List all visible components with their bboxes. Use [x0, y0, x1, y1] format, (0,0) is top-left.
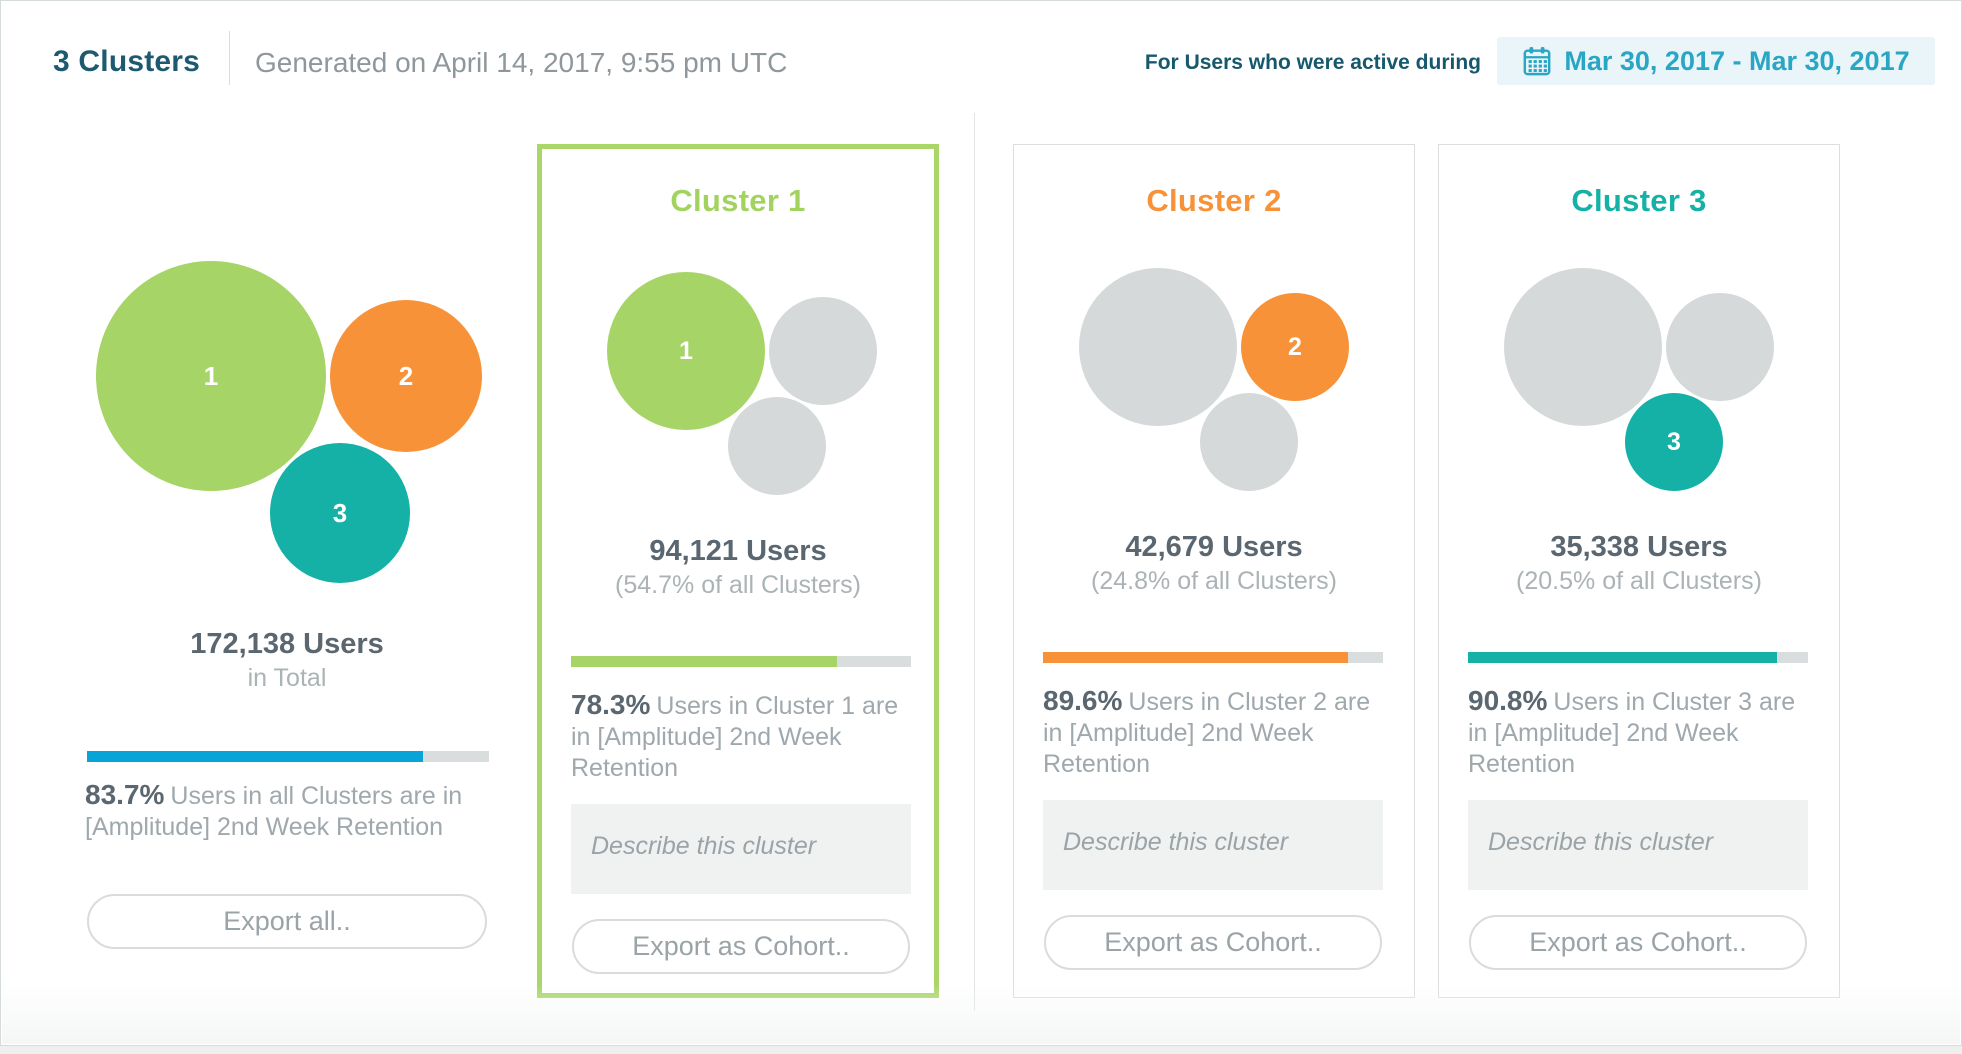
summary-bubble-cluster-2[interactable]: 2: [330, 300, 482, 452]
cluster-3-users-count: 35,338 Users: [1550, 531, 1728, 563]
cluster-1-highlight-bubble: 1: [607, 272, 765, 430]
cluster-3-retention-text: Users in Cluster 3 are in [Amplitude] 2n…: [1468, 688, 1796, 778]
cluster-1-retention-text: Users in Cluster 1 are in [Amplitude] 2n…: [571, 692, 899, 782]
cluster-3-describe-input[interactable]: [1468, 800, 1808, 890]
cluster-1-retention-bar-fill: [571, 656, 838, 667]
cluster-1-share: (54.7% of all Clusters): [615, 571, 861, 599]
cluster-2-describe-input[interactable]: [1043, 800, 1383, 890]
header-divider: [229, 31, 230, 85]
bubble-label: 1: [203, 360, 219, 391]
cluster-3-gray-bubble: [728, 397, 826, 495]
summary-retention-bar: [87, 751, 489, 762]
cluster-1-title: Cluster 1: [670, 183, 806, 218]
cluster-3-gray-bubble: [1200, 393, 1298, 491]
cluster-2-retention-bar: [1043, 652, 1383, 663]
cluster-card-1[interactable]: Cluster 1 1 94,121 Users (54.7% of all C…: [537, 144, 939, 998]
cluster-2-retention-percent: 89.6%: [1043, 685, 1123, 716]
cluster-3-retention-percent: 90.8%: [1468, 685, 1548, 716]
active-during-label: For Users who were active during: [1144, 51, 1481, 74]
cluster-1-gray-bubble: [1504, 268, 1662, 426]
bubble-label: 2: [398, 360, 414, 391]
cluster-1-retention-note: 78.3% Users in Cluster 1 are in [Amplitud…: [571, 689, 921, 784]
cluster-3-export-cohort-button[interactable]: Export as Cohort..: [1469, 915, 1807, 970]
cluster-2-gray-bubble: [769, 297, 877, 405]
cluster-3-retention-bar: [1468, 652, 1808, 663]
bubble-label: 3: [332, 497, 348, 528]
calendar-icon: [1523, 46, 1551, 76]
summary-retention-note: 83.7% Users in all Clusters are in [Ampli…: [85, 779, 505, 843]
cluster-1-describe-input[interactable]: [571, 804, 911, 894]
cluster-1-users-count: 94,121 Users: [649, 535, 827, 567]
cluster-3-highlight-bubble: 3: [1625, 393, 1723, 491]
date-range-value: Mar 30, 2017 - Mar 30, 2017: [1564, 45, 1910, 76]
cluster-card-3[interactable]: Cluster 3 3 35,338 Users (20.5% of all C…: [1438, 144, 1840, 998]
bubble-label: 2: [1288, 332, 1302, 361]
page-title: 3 Clusters: [53, 45, 201, 78]
bubble-label: 3: [1667, 427, 1681, 456]
export-all-button[interactable]: Export all..: [87, 894, 487, 949]
summary-bubble-cluster-1[interactable]: 1: [96, 261, 326, 491]
summary-retention-text: Users in all Clusters are in [Amplitude]…: [85, 782, 463, 841]
column-divider: [974, 113, 975, 1011]
cluster-3-share: (20.5% of all Clusters): [1516, 567, 1762, 595]
cluster-1-gray-bubble: [1079, 268, 1237, 426]
summary-retention-percent: 83.7%: [85, 779, 165, 810]
cluster-1-export-cohort-button[interactable]: Export as Cohort..: [572, 919, 910, 974]
cluster-2-retention-note: 89.6% Users in Cluster 2 are in [Amplitud…: [1043, 685, 1393, 780]
cluster-2-share: (24.8% of all Clusters): [1091, 567, 1337, 595]
cluster-3-retention-bar-fill: [1468, 652, 1777, 663]
cluster-2-retention-bar-fill: [1043, 652, 1348, 663]
total-users-subtitle: in Total: [247, 664, 327, 692]
cluster-3-title: Cluster 3: [1571, 183, 1707, 218]
cluster-2-export-cohort-button[interactable]: Export as Cohort..: [1044, 915, 1382, 970]
cluster-2-gray-bubble: [1666, 293, 1774, 401]
bubble-label: 1: [679, 336, 693, 365]
cluster-2-highlight-bubble: 2: [1241, 293, 1349, 401]
cluster-card-2[interactable]: Cluster 2 2 42,679 Users (24.8% of all C…: [1013, 144, 1415, 998]
summary-retention-bar-fill: [87, 751, 424, 762]
date-range-picker[interactable]: Mar 30, 2017 - Mar 30, 2017: [1497, 37, 1935, 85]
cluster-2-users-count: 42,679 Users: [1125, 531, 1303, 563]
cluster-3-retention-note: 90.8% Users in Cluster 3 are in [Amplitud…: [1468, 685, 1818, 780]
summary-bubble-cluster-3[interactable]: 3: [270, 443, 410, 583]
total-users-count: 172,138 Users: [190, 628, 384, 660]
cluster-1-retention-percent: 78.3%: [571, 689, 651, 720]
cluster-2-retention-text: Users in Cluster 2 are in [Amplitude] 2n…: [1043, 688, 1371, 778]
cluster-2-title: Cluster 2: [1146, 183, 1282, 218]
generated-timestamp: Generated on April 14, 2017, 9:55 pm UTC: [255, 47, 788, 78]
cluster-1-retention-bar: [571, 656, 911, 667]
